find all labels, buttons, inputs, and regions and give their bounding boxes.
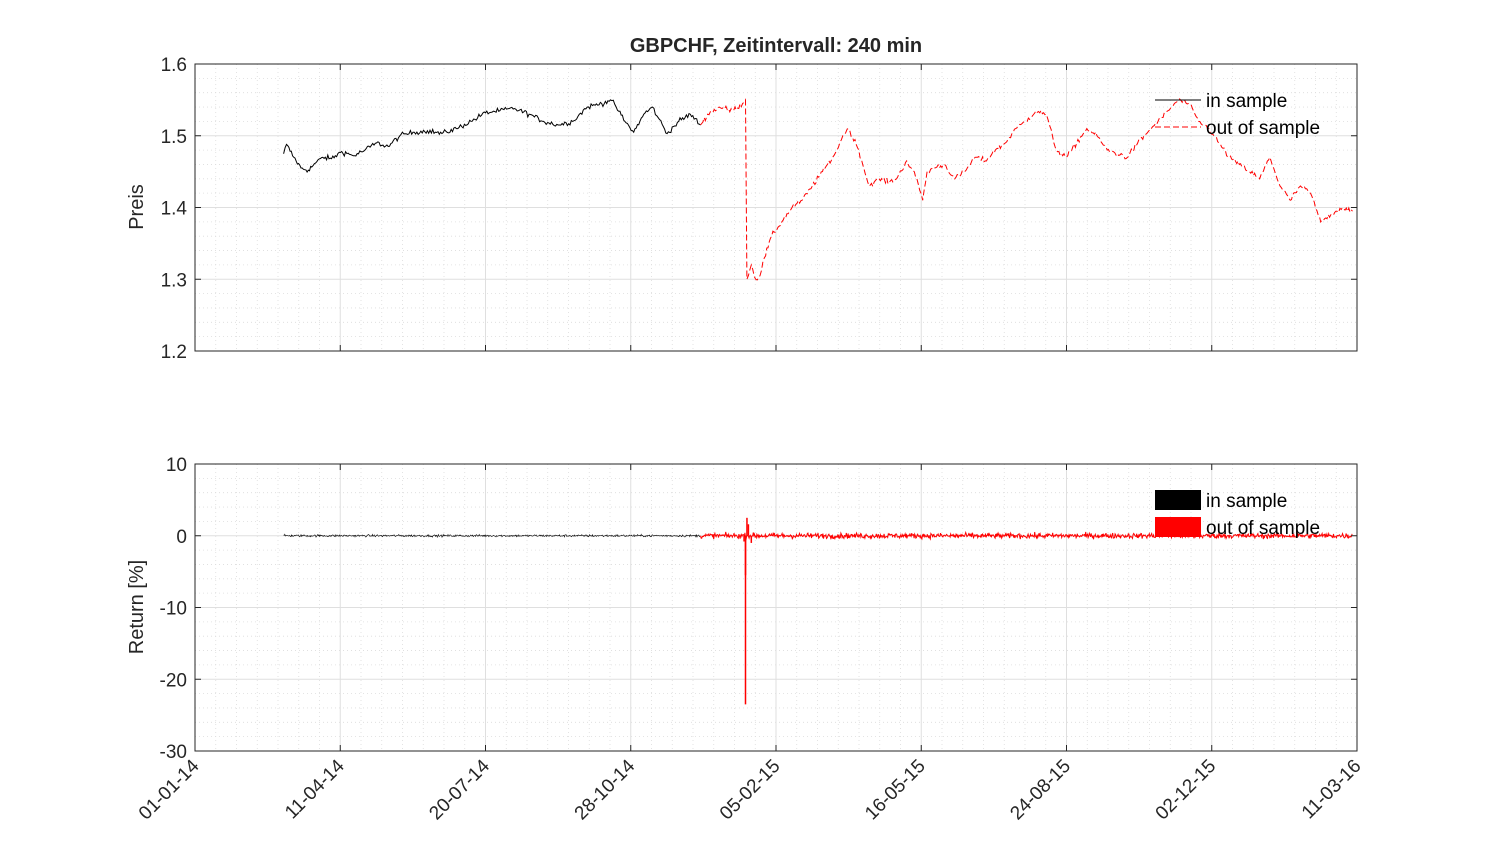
series-line-out-of-sample (700, 98, 1353, 281)
legend-label: in sample (1206, 91, 1287, 112)
y-axis: 1.2 1.3 1.4 1.5 1.6 (161, 55, 1357, 363)
y-axis-label: Return [%] (126, 560, 148, 654)
y-axis-label: Preis (126, 184, 148, 230)
y-tick-label: 1.4 (161, 199, 188, 220)
series-line-in-sample (283, 99, 701, 173)
return-line-in-sample (283, 533, 701, 539)
y-tick-label: 0 (176, 527, 187, 548)
legend-label: out of sample (1206, 118, 1320, 139)
y-tick-label: -20 (160, 670, 187, 691)
x-axis (194, 64, 1358, 351)
y-tick-label: 1.6 (161, 55, 187, 76)
legend: in sample out of sample (1155, 91, 1320, 139)
return-line-out-of-sample (700, 530, 1353, 541)
y-tick-label: 1.5 (161, 127, 187, 148)
legend-label: in sample (1206, 491, 1287, 512)
y-tick-label: -30 (160, 742, 187, 763)
legend-swatch (1155, 517, 1201, 537)
y-tick-label: 1.3 (161, 270, 187, 291)
y-tick-label: 10 (166, 455, 187, 476)
y-axis: 10 0 -10 -20 -30 (160, 455, 1357, 763)
price-panel: 1.2 1.3 1.4 1.5 1.6 Preis in sample out of samp… (126, 55, 1358, 363)
legend: in sample out of sample (1155, 490, 1320, 539)
data-layer (283, 98, 1353, 281)
y-tick-label: -10 (160, 599, 187, 620)
y-tick-label: 1.2 (161, 342, 187, 363)
data-layer (283, 517, 1353, 705)
chart-title: GBPCHF, Zeitintervall: 240 min (630, 35, 922, 57)
legend-label: out of sample (1206, 518, 1320, 539)
legend-swatch (1155, 490, 1201, 510)
